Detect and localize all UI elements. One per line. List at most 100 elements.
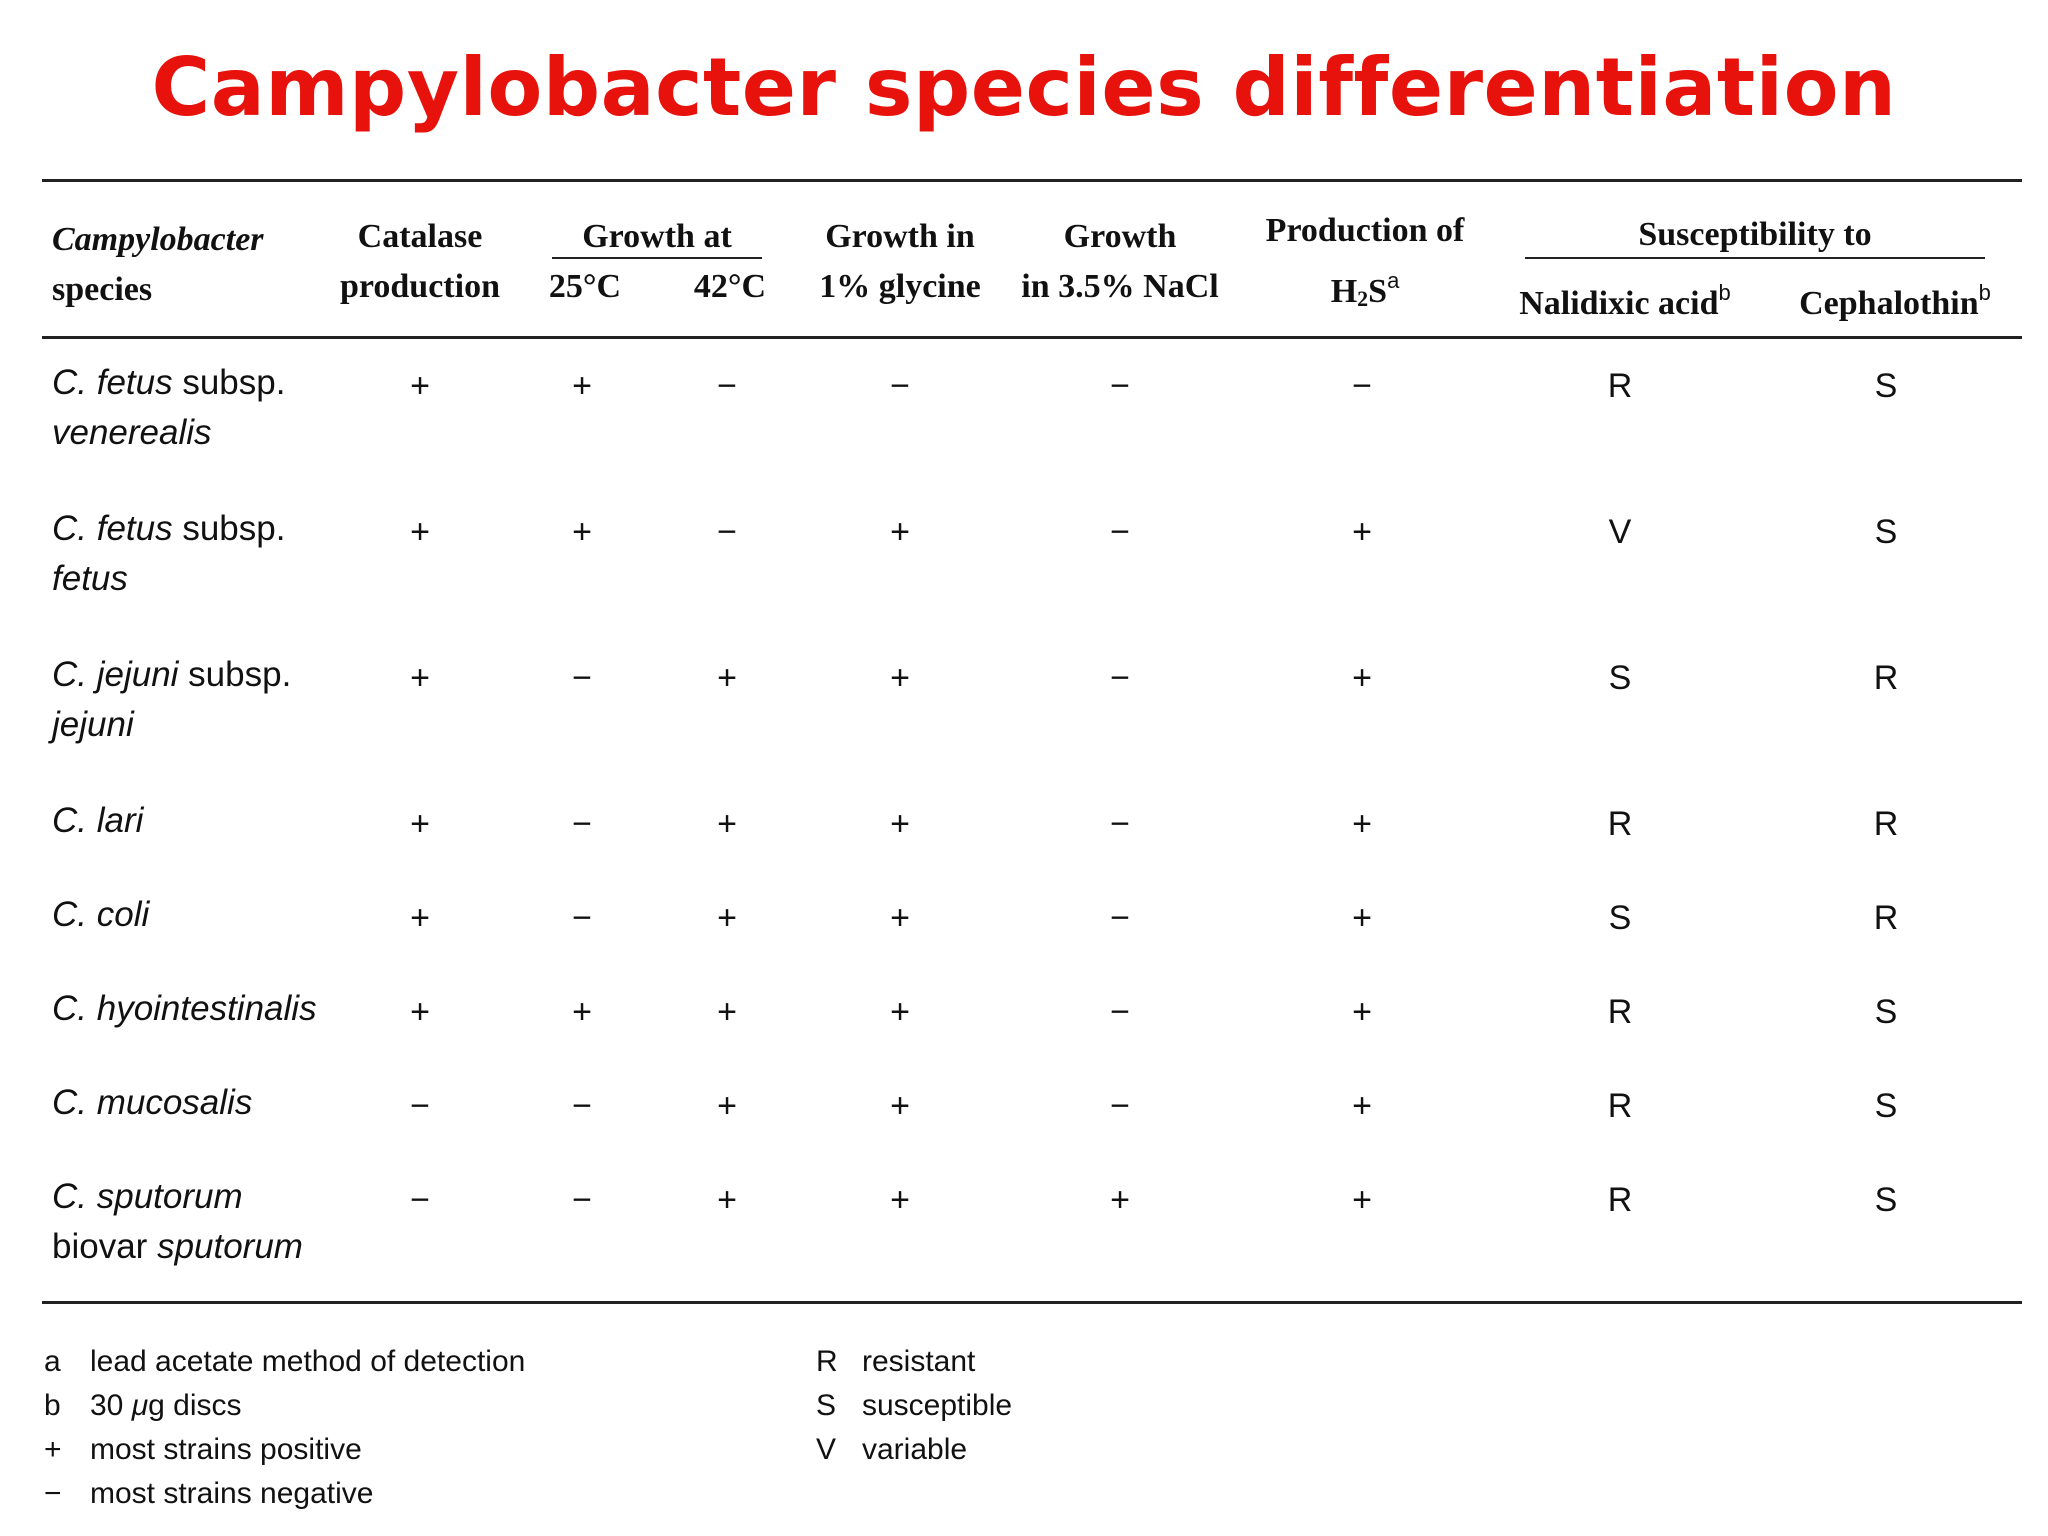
- susceptibility-rule: [1525, 257, 1985, 259]
- header-nacl-line2: in 3.5% NaCl: [1021, 268, 1219, 305]
- cell-nalidixic: V: [1608, 513, 1632, 551]
- cell-nacl: −: [1110, 1087, 1130, 1125]
- cell-glycine: −: [890, 367, 910, 405]
- cell-nacl: −: [1110, 367, 1130, 405]
- cell-cephalothin: R: [1873, 899, 1899, 937]
- cell-catalase: −: [410, 1087, 430, 1125]
- species-name: C. lari: [52, 801, 144, 840]
- header-nacl-line1: Growth: [1063, 218, 1177, 255]
- cell-glycine: +: [890, 659, 910, 697]
- header-catalase-line2: production: [340, 268, 500, 305]
- cell-glycine: +: [890, 993, 910, 1031]
- footnote-item: a lead acetate method of detection: [44, 1345, 526, 1378]
- cell-h2s: −: [1352, 367, 1372, 405]
- header-glycine: Growth in 1% glycine: [800, 212, 1000, 312]
- header-h2s-formula: H2Sa: [1330, 268, 1400, 311]
- cell-cephalothin: S: [1874, 367, 1898, 405]
- cell-cephalothin: S: [1874, 993, 1898, 1031]
- species-name: C. fetus subsp. fetus: [52, 509, 286, 598]
- cell-nalidixic: R: [1607, 1087, 1633, 1125]
- cell-nalidixic: R: [1607, 805, 1633, 843]
- cell-growth-25c: −: [572, 899, 592, 937]
- species-name: C. sputorum biovar sputorum: [52, 1177, 303, 1266]
- cell-growth-42c: +: [717, 1181, 737, 1219]
- header-glycine-line2: 1% glycine: [819, 268, 981, 305]
- header-glycine-line1: Growth in: [825, 218, 975, 255]
- cell-h2s: +: [1352, 1087, 1372, 1125]
- cell-cephalothin: S: [1874, 513, 1898, 551]
- cell-nacl: +: [1110, 1181, 1130, 1219]
- page-title: Campylobacter species differentiation: [151, 41, 1897, 134]
- species-name: C. jejuni subsp. jejuni: [52, 655, 292, 744]
- cell-nalidixic: R: [1607, 993, 1633, 1031]
- cell-growth-42c: +: [717, 993, 737, 1031]
- cell-growth-25c: +: [572, 993, 592, 1031]
- cell-nacl: −: [1110, 805, 1130, 843]
- header-species: Campylobacter species: [52, 215, 264, 315]
- header-bottom-rule: [42, 336, 2022, 339]
- species-name: C. mucosalis: [52, 1083, 253, 1122]
- cell-cephalothin: R: [1873, 805, 1899, 843]
- cell-cephalothin: R: [1873, 659, 1899, 697]
- cell-nacl: −: [1110, 513, 1130, 551]
- header-nalidixic: Nalidixic acidb: [1519, 280, 1731, 322]
- cell-glycine: +: [890, 1181, 910, 1219]
- cell-growth-25c: −: [572, 659, 592, 697]
- cell-h2s: +: [1352, 805, 1372, 843]
- cell-growth-25c: −: [572, 805, 592, 843]
- cell-nalidixic: S: [1608, 659, 1632, 697]
- cell-growth-42c: +: [717, 659, 737, 697]
- cell-glycine: +: [890, 1087, 910, 1125]
- cell-nacl: −: [1110, 993, 1130, 1031]
- cell-catalase: −: [410, 1181, 430, 1219]
- cell-h2s: +: [1352, 899, 1372, 937]
- cell-catalase: +: [410, 513, 430, 551]
- cell-nacl: −: [1110, 899, 1130, 937]
- cell-nalidixic: S: [1608, 899, 1632, 937]
- growth-at-rule: [552, 257, 762, 259]
- cell-catalase: +: [410, 899, 430, 937]
- header-species-line1: Campylobacter: [52, 221, 264, 258]
- header-42c: 42°C: [693, 268, 767, 305]
- header-growth-at: Growth at: [582, 218, 732, 255]
- cell-nacl: −: [1110, 659, 1130, 697]
- cell-catalase: +: [410, 659, 430, 697]
- header-h2s: Production of H2Sa: [1240, 206, 1490, 324]
- header-susceptibility: Susceptibility to: [1638, 216, 1872, 253]
- cell-catalase: +: [410, 993, 430, 1031]
- header-catalase: Catalase production: [320, 212, 520, 312]
- header-25c: 25°C: [548, 268, 622, 305]
- cell-nalidixic: R: [1607, 1181, 1633, 1219]
- header-catalase-line1: Catalase: [357, 218, 483, 255]
- cell-glycine: +: [890, 805, 910, 843]
- header-cephalothin: Cephalothinb: [1799, 280, 1991, 322]
- header-h2s-line1: Production of: [1265, 212, 1465, 249]
- cell-growth-25c: −: [572, 1087, 592, 1125]
- cell-nalidixic: R: [1607, 367, 1633, 405]
- cell-catalase: +: [410, 367, 430, 405]
- cell-growth-42c: +: [717, 805, 737, 843]
- header-nacl: Growth in 3.5% NaCl: [1010, 212, 1230, 312]
- header-species-line2: species: [52, 271, 153, 308]
- cell-growth-42c: −: [717, 513, 737, 551]
- cell-h2s: +: [1352, 659, 1372, 697]
- cell-glycine: +: [890, 899, 910, 937]
- footnote-item: + most strains positive: [44, 1433, 362, 1466]
- cell-growth-42c: +: [717, 1087, 737, 1125]
- cell-h2s: +: [1352, 993, 1372, 1031]
- species-name: C. fetus subsp. venerealis: [52, 363, 286, 452]
- cell-growth-25c: +: [572, 513, 592, 551]
- footnote-item: b 30 μg discs: [44, 1389, 242, 1422]
- cell-glycine: +: [890, 513, 910, 551]
- cell-h2s: +: [1352, 513, 1372, 551]
- species-name: C. hyointestinalis: [52, 989, 317, 1028]
- species-name: C. coli: [52, 895, 150, 934]
- cell-catalase: +: [410, 805, 430, 843]
- cell-cephalothin: S: [1874, 1181, 1898, 1219]
- cell-cephalothin: S: [1874, 1087, 1898, 1125]
- cell-growth-42c: +: [717, 899, 737, 937]
- footnote-item: − most strains negative: [44, 1477, 374, 1510]
